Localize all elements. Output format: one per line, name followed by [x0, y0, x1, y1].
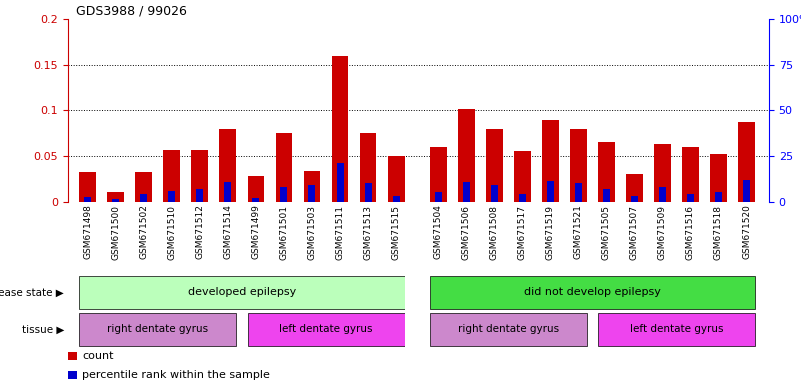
Bar	[710, 154, 727, 202]
Bar	[107, 192, 124, 202]
Text: GSM671500: GSM671500	[111, 205, 120, 260]
Bar	[112, 199, 119, 202]
Text: GSM671509: GSM671509	[658, 205, 667, 260]
Bar	[739, 122, 755, 202]
Text: GSM671511: GSM671511	[336, 205, 344, 260]
Text: GSM671505: GSM671505	[602, 205, 611, 260]
Bar	[429, 147, 446, 202]
Bar	[598, 313, 755, 346]
Text: GSM671514: GSM671514	[223, 205, 232, 260]
Text: GSM671520: GSM671520	[742, 205, 751, 260]
Text: disease state ▶: disease state ▶	[0, 288, 64, 298]
Bar	[308, 185, 316, 202]
Bar	[541, 119, 559, 202]
Text: GDS3988 / 99026: GDS3988 / 99026	[76, 4, 187, 17]
Text: GSM671518: GSM671518	[714, 205, 723, 260]
Bar	[405, 311, 429, 348]
Text: developed epilepsy: developed epilepsy	[187, 287, 296, 297]
Bar	[248, 176, 264, 202]
Bar	[163, 150, 180, 202]
Bar	[514, 151, 531, 202]
Text: GSM671504: GSM671504	[433, 205, 443, 260]
Bar	[598, 142, 615, 202]
Bar	[304, 170, 320, 202]
Bar	[140, 194, 147, 202]
Text: GSM671513: GSM671513	[364, 205, 372, 260]
Text: GSM671510: GSM671510	[167, 205, 176, 260]
Bar	[631, 196, 638, 202]
Text: GSM671508: GSM671508	[489, 205, 499, 260]
Bar	[84, 197, 91, 202]
Text: GSM671519: GSM671519	[545, 205, 555, 260]
Bar	[68, 371, 77, 379]
Bar	[429, 276, 755, 309]
Bar	[435, 192, 441, 202]
Bar	[519, 194, 525, 202]
Text: GSM671499: GSM671499	[252, 205, 260, 260]
Text: GSM671502: GSM671502	[139, 205, 148, 260]
Text: GSM671516: GSM671516	[686, 205, 695, 260]
Bar	[79, 172, 96, 202]
Bar	[457, 109, 474, 202]
Text: left dentate gyrus: left dentate gyrus	[630, 324, 723, 334]
Bar	[405, 275, 429, 311]
Bar	[364, 184, 372, 202]
Bar	[79, 313, 236, 346]
Bar	[388, 156, 405, 202]
Bar	[547, 180, 553, 202]
Bar	[191, 150, 208, 202]
Bar	[687, 194, 694, 202]
Bar	[360, 133, 376, 202]
Bar	[248, 313, 405, 346]
Text: GSM671506: GSM671506	[461, 205, 471, 260]
Text: right dentate gyrus: right dentate gyrus	[107, 324, 208, 334]
Bar	[626, 174, 642, 202]
Bar	[196, 189, 203, 202]
Bar	[575, 184, 582, 202]
Text: GSM671515: GSM671515	[392, 205, 400, 260]
Text: tissue ▶: tissue ▶	[22, 324, 64, 334]
Bar	[68, 352, 77, 360]
Bar	[135, 172, 152, 202]
Bar	[603, 189, 610, 202]
Bar	[429, 313, 586, 346]
Bar	[219, 129, 236, 202]
Bar	[168, 191, 175, 202]
Bar	[485, 129, 502, 202]
Bar	[252, 198, 260, 202]
Text: percentile rank within the sample: percentile rank within the sample	[83, 369, 270, 379]
Bar	[491, 185, 497, 202]
Text: GSM671507: GSM671507	[630, 205, 639, 260]
Text: left dentate gyrus: left dentate gyrus	[280, 324, 372, 334]
Bar	[654, 144, 671, 202]
Bar	[659, 187, 666, 202]
Bar	[570, 129, 586, 202]
Bar	[276, 133, 292, 202]
Bar	[332, 56, 348, 202]
Bar	[280, 187, 288, 202]
Text: count: count	[83, 351, 114, 361]
Text: GSM671521: GSM671521	[574, 205, 583, 260]
Bar	[392, 196, 400, 202]
Bar	[715, 192, 722, 202]
Text: right dentate gyrus: right dentate gyrus	[457, 324, 559, 334]
Text: did not develop epilepsy: did not develop epilepsy	[524, 287, 661, 297]
Bar	[743, 180, 750, 202]
Bar	[79, 276, 405, 309]
Text: GSM671501: GSM671501	[280, 205, 288, 260]
Text: GSM671512: GSM671512	[195, 205, 204, 260]
Bar	[224, 182, 231, 202]
Bar	[463, 182, 469, 202]
Text: GSM671517: GSM671517	[517, 205, 527, 260]
Text: GSM671503: GSM671503	[308, 205, 316, 260]
Bar	[682, 147, 698, 202]
Text: GSM671498: GSM671498	[83, 205, 92, 260]
Bar	[336, 163, 344, 202]
